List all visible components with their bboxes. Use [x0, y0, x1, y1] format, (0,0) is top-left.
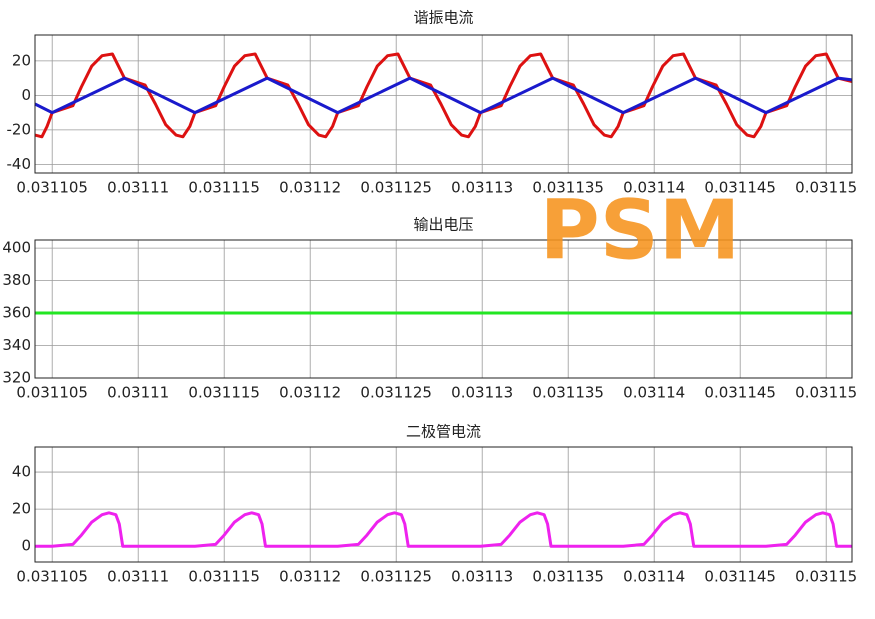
x-tick-label: 0.03115	[795, 384, 857, 402]
x-tick-label: 0.03111	[107, 568, 169, 586]
x-tick-label: 0.031125	[360, 384, 432, 402]
x-tick-label: 0.031125	[360, 179, 432, 197]
axes-box	[34, 446, 853, 563]
series-line	[34, 52, 853, 139]
x-tick-label: 0.031115	[188, 384, 260, 402]
x-tick-label: 0.031115	[188, 179, 260, 197]
chart-title: 输出电压	[413, 216, 473, 234]
axes-box	[34, 34, 853, 174]
x-tick-label: 0.031145	[704, 568, 776, 586]
x-tick-label: 0.03112	[279, 384, 341, 402]
watermark: PSM	[540, 183, 741, 278]
x-tick-label: 0.03112	[279, 179, 341, 197]
x-tick-label: 0.03114	[623, 568, 685, 586]
x-tick-label: 0.03114	[623, 384, 685, 402]
x-tick-label: 0.031135	[532, 384, 604, 402]
x-tick-label: 0.031145	[704, 179, 776, 197]
y-tick-label: 20	[12, 51, 31, 69]
x-tick-label: 0.031105	[16, 568, 88, 586]
x-tick-label: 0.03113	[451, 384, 513, 402]
y-tick-label: 400	[2, 239, 31, 257]
x-tick-label: 0.031135	[532, 179, 604, 197]
y-tick-label: -20	[7, 120, 32, 138]
y-tick-label: 320	[2, 369, 31, 387]
y-tick-label: 380	[2, 271, 31, 289]
y-tick-label: -40	[7, 155, 32, 173]
x-tick-label: 0.03113	[451, 568, 513, 586]
x-tick-label: 0.031105	[16, 384, 88, 402]
series-line	[35, 511, 852, 548]
y-tick-label: 40	[12, 463, 31, 481]
x-tick-label: 0.03111	[107, 384, 169, 402]
x-tick-label: 0.031115	[188, 568, 260, 586]
x-tick-label: 0.03112	[279, 568, 341, 586]
x-tick-label: 0.03114	[623, 179, 685, 197]
y-tick-label: 340	[2, 336, 31, 354]
x-tick-label: 0.031105	[16, 179, 88, 197]
y-tick-label: 360	[2, 304, 31, 322]
x-tick-label: 0.031135	[532, 568, 604, 586]
y-tick-label: 20	[12, 500, 31, 518]
x-tick-label: 0.03115	[795, 179, 857, 197]
y-tick-label: 0	[21, 86, 31, 104]
axes-box	[34, 239, 853, 379]
chart-title: 谐振电流	[413, 9, 473, 27]
x-tick-label: 0.031125	[360, 568, 432, 586]
x-tick-label: 0.03111	[107, 179, 169, 197]
series-line	[34, 76, 853, 115]
x-tick-label: 0.031145	[704, 384, 776, 402]
x-tick-label: 0.03115	[795, 568, 857, 586]
chart-title: 二极管电流	[406, 423, 481, 441]
y-tick-label: 0	[21, 537, 31, 555]
x-tick-label: 0.03113	[451, 179, 513, 197]
